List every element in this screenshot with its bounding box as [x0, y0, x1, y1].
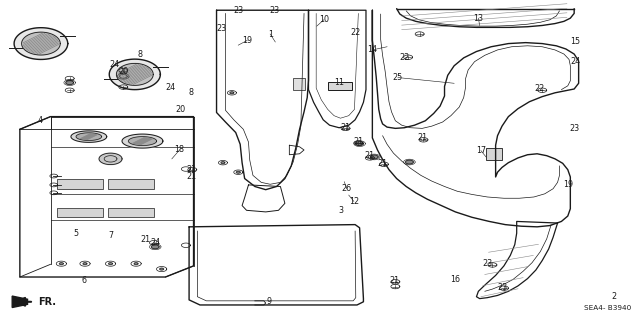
- Bar: [328, 82, 352, 90]
- Polygon shape: [66, 81, 74, 85]
- Text: 14: 14: [367, 45, 378, 55]
- Text: 24: 24: [150, 238, 160, 247]
- Polygon shape: [371, 155, 378, 159]
- Text: 17: 17: [476, 146, 486, 155]
- Polygon shape: [160, 268, 164, 270]
- Polygon shape: [99, 153, 122, 165]
- Text: 7: 7: [108, 231, 113, 240]
- Polygon shape: [406, 160, 413, 164]
- Polygon shape: [14, 28, 68, 59]
- Text: 3: 3: [338, 206, 343, 215]
- Text: 23: 23: [483, 259, 492, 268]
- Text: 23: 23: [216, 24, 227, 33]
- Polygon shape: [109, 263, 113, 265]
- Polygon shape: [152, 245, 159, 249]
- Text: 13: 13: [474, 14, 483, 23]
- Polygon shape: [60, 263, 63, 265]
- Bar: [293, 78, 305, 90]
- Text: 21: 21: [389, 276, 399, 285]
- Text: 21: 21: [378, 159, 388, 168]
- Text: 19: 19: [242, 36, 252, 45]
- Text: 21: 21: [340, 122, 351, 132]
- Text: 26: 26: [342, 184, 352, 193]
- Polygon shape: [129, 137, 157, 145]
- Bar: [108, 179, 154, 189]
- Text: 22: 22: [534, 85, 545, 93]
- Text: 9: 9: [266, 297, 271, 306]
- Text: 21: 21: [186, 165, 196, 174]
- Text: 24: 24: [570, 57, 580, 66]
- Text: 21: 21: [186, 172, 196, 181]
- Polygon shape: [221, 162, 225, 164]
- Polygon shape: [120, 74, 127, 78]
- Text: 25: 25: [393, 73, 403, 82]
- Text: 19: 19: [563, 181, 573, 189]
- Text: 22: 22: [351, 28, 361, 37]
- Polygon shape: [76, 133, 102, 140]
- Text: 21: 21: [417, 133, 428, 142]
- Text: 1: 1: [268, 30, 273, 39]
- Text: 23: 23: [497, 283, 508, 292]
- Text: SEA4- B3940: SEA4- B3940: [584, 305, 632, 311]
- Text: 18: 18: [175, 145, 184, 154]
- Text: 5: 5: [74, 229, 79, 238]
- Text: 21: 21: [140, 235, 150, 244]
- Text: 23: 23: [569, 124, 579, 133]
- Text: 20: 20: [176, 105, 186, 114]
- Polygon shape: [122, 134, 163, 148]
- Polygon shape: [356, 142, 364, 145]
- Text: 4: 4: [38, 116, 43, 125]
- Text: 20: 20: [118, 67, 129, 76]
- Text: 24: 24: [109, 60, 120, 69]
- Text: 15: 15: [570, 38, 580, 47]
- Bar: [57, 208, 103, 217]
- Text: 8: 8: [189, 88, 193, 97]
- Polygon shape: [116, 63, 153, 85]
- Polygon shape: [83, 263, 87, 265]
- Text: 10: 10: [319, 15, 329, 24]
- Text: 22: 22: [399, 53, 410, 62]
- Polygon shape: [230, 92, 234, 94]
- Text: 6: 6: [81, 276, 86, 285]
- Bar: [108, 208, 154, 217]
- Polygon shape: [22, 32, 60, 55]
- Text: 12: 12: [349, 197, 359, 206]
- Text: 11: 11: [334, 78, 344, 87]
- Text: 2: 2: [611, 292, 616, 301]
- Text: 23: 23: [233, 6, 243, 15]
- Polygon shape: [236, 171, 240, 173]
- Text: 24: 24: [166, 83, 175, 92]
- Text: 21: 21: [353, 137, 364, 145]
- Polygon shape: [109, 59, 161, 90]
- Polygon shape: [12, 296, 28, 308]
- Polygon shape: [71, 131, 107, 142]
- Text: 8: 8: [138, 50, 143, 59]
- Bar: [486, 148, 502, 160]
- Text: 16: 16: [451, 275, 460, 284]
- Text: FR.: FR.: [38, 297, 56, 307]
- Text: 23: 23: [269, 6, 279, 15]
- Polygon shape: [134, 263, 138, 265]
- Text: 21: 21: [365, 151, 375, 160]
- Bar: [57, 179, 103, 189]
